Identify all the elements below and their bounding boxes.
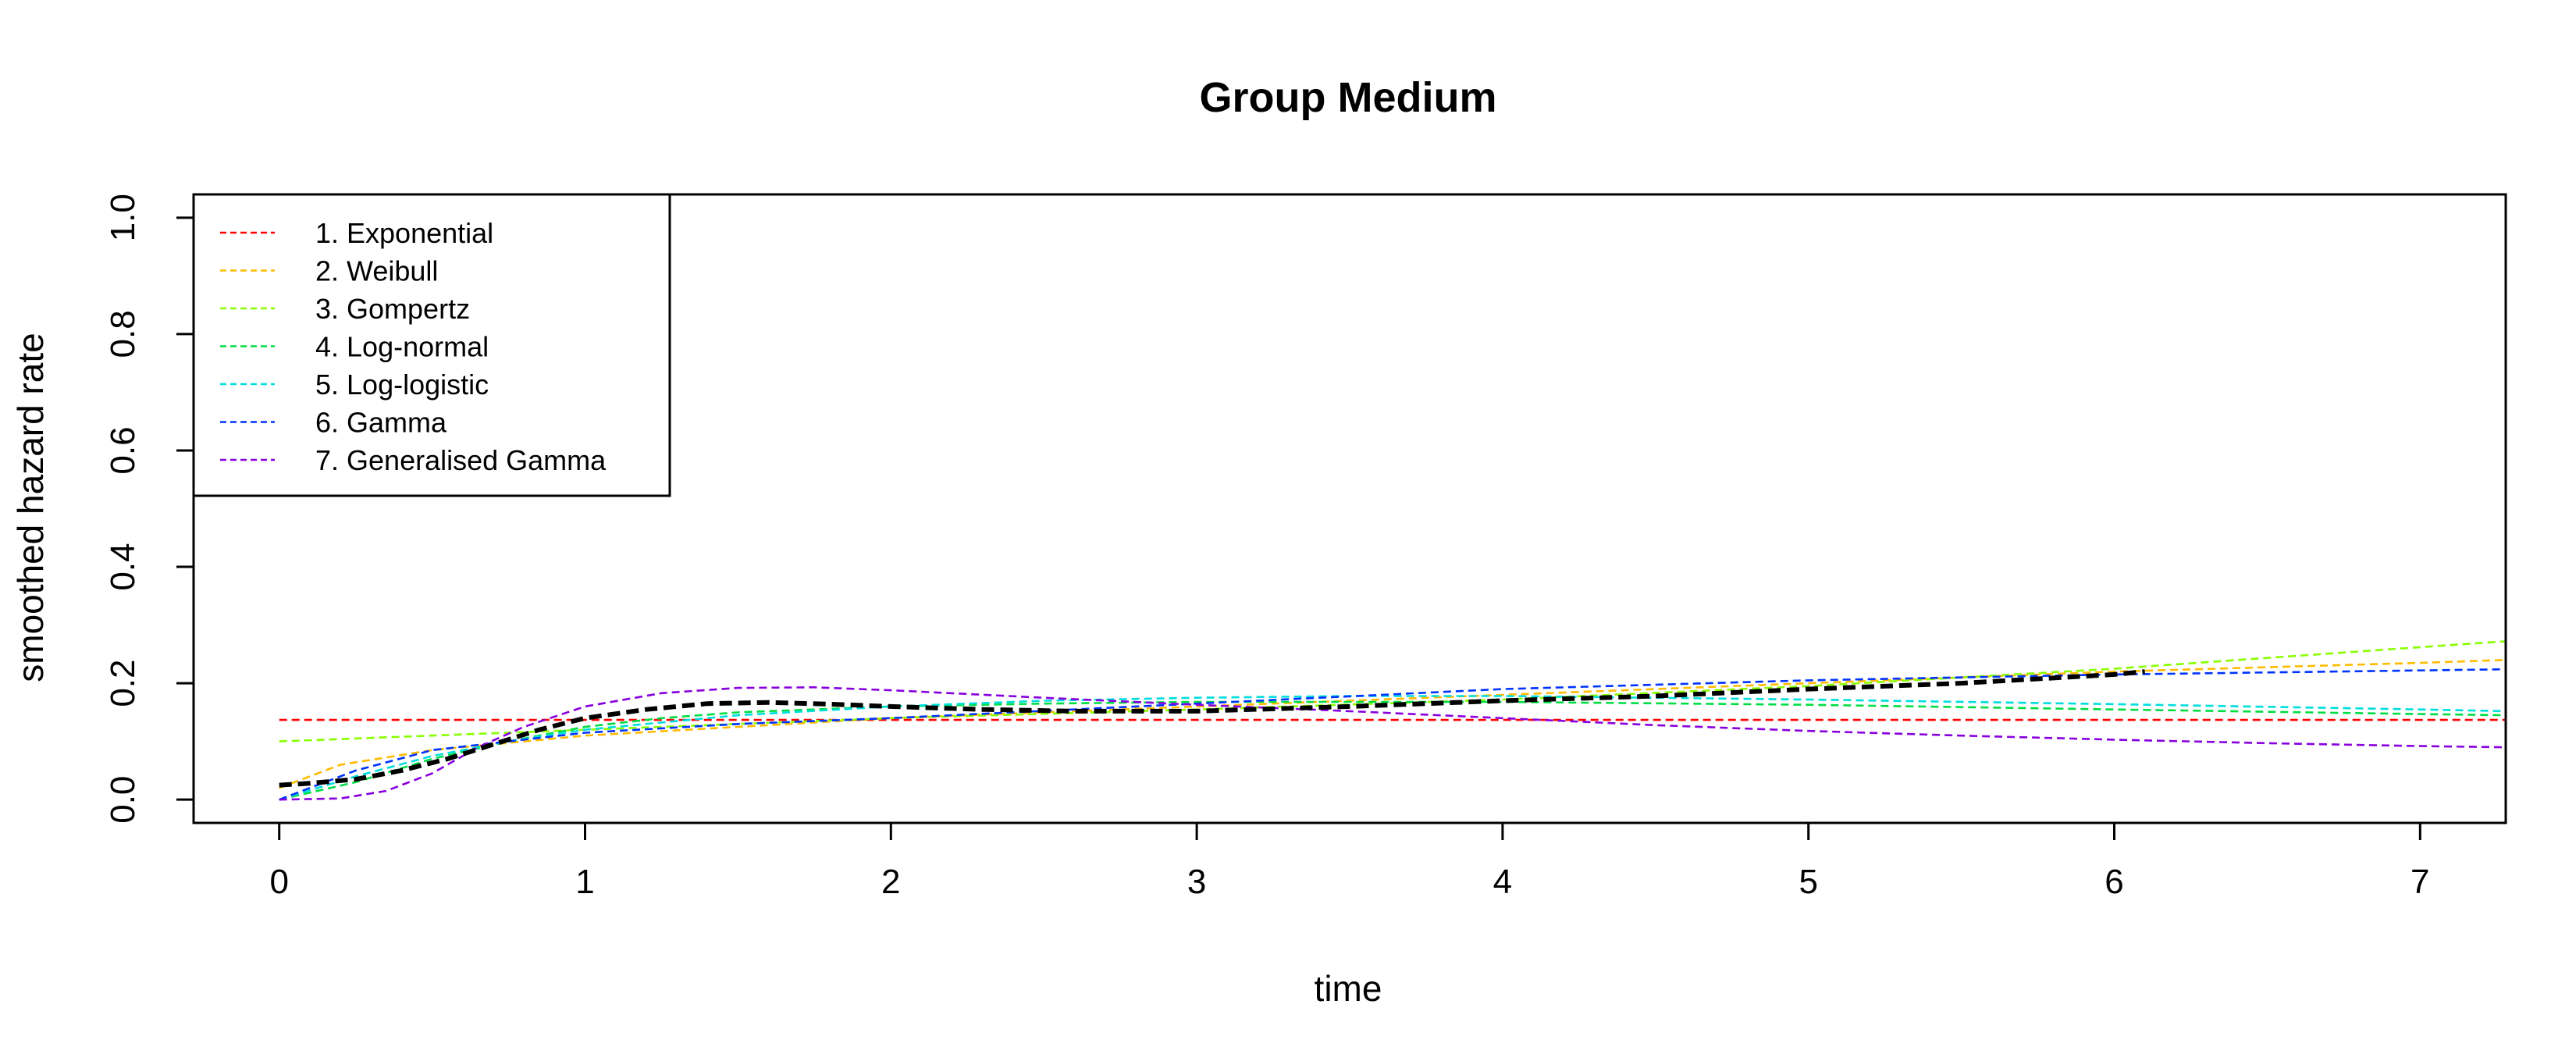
series-line-3-gompertz xyxy=(279,640,2506,742)
series-line-2-weibull xyxy=(279,659,2506,789)
x-tick-label: 6 xyxy=(2105,863,2123,901)
y-tick-label: 0.6 xyxy=(104,426,142,474)
x-tick-label: 4 xyxy=(1493,863,1512,901)
legend-label-3-gompertz: 3. Gompertz xyxy=(315,293,470,325)
x-axis: 0 1 2 3 4 5 6 7 xyxy=(269,821,2430,901)
legend: 1. Exponential 2. Weibull 3. Gompertz 4. Lo… xyxy=(192,193,671,497)
legend-label-5-log-logistic: 5. Log-logistic xyxy=(315,369,489,401)
series-line-7-generalised-gamma xyxy=(279,685,2506,801)
y-tick-label: 0.8 xyxy=(104,310,142,358)
series-line-4-log-normal xyxy=(279,700,2506,801)
legend-label-6-gamma: 6. Gamma xyxy=(315,407,447,439)
x-axis-label: time xyxy=(1315,968,1382,1009)
legend-box xyxy=(192,193,671,497)
legend-label-1-exponential: 1. Exponential xyxy=(315,217,493,249)
series-line-5-log-logistic xyxy=(279,695,2506,801)
legend-label-7-generalised-gamma: 7. Generalised Gamma xyxy=(315,444,607,476)
x-tick-label: 5 xyxy=(1799,863,1817,901)
y-tick-label: 0.4 xyxy=(104,543,142,590)
x-tick-label: 7 xyxy=(2411,863,2429,901)
x-tick-label: 1 xyxy=(575,863,594,901)
legend-label-4-log-normal: 4. Log-normal xyxy=(315,331,489,363)
y-tick-label: 1.0 xyxy=(104,194,142,241)
chart-title: Group Medium xyxy=(1200,74,1497,121)
x-tick-label: 2 xyxy=(881,863,900,901)
y-tick-label: 0.0 xyxy=(104,776,142,824)
y-axis-label: smoothed hazard rate xyxy=(10,333,51,682)
series-layer xyxy=(279,640,2506,801)
legend-label-2-weibull: 2. Weibull xyxy=(315,255,438,287)
series-line-reference xyxy=(279,669,2145,788)
y-axis: 0.0 0.2 0.4 0.6 0.8 1.0 xyxy=(104,194,195,824)
y-tick-label: 0.2 xyxy=(104,660,142,707)
x-tick-label: 0 xyxy=(269,863,288,901)
x-tick-label: 3 xyxy=(1187,863,1206,901)
